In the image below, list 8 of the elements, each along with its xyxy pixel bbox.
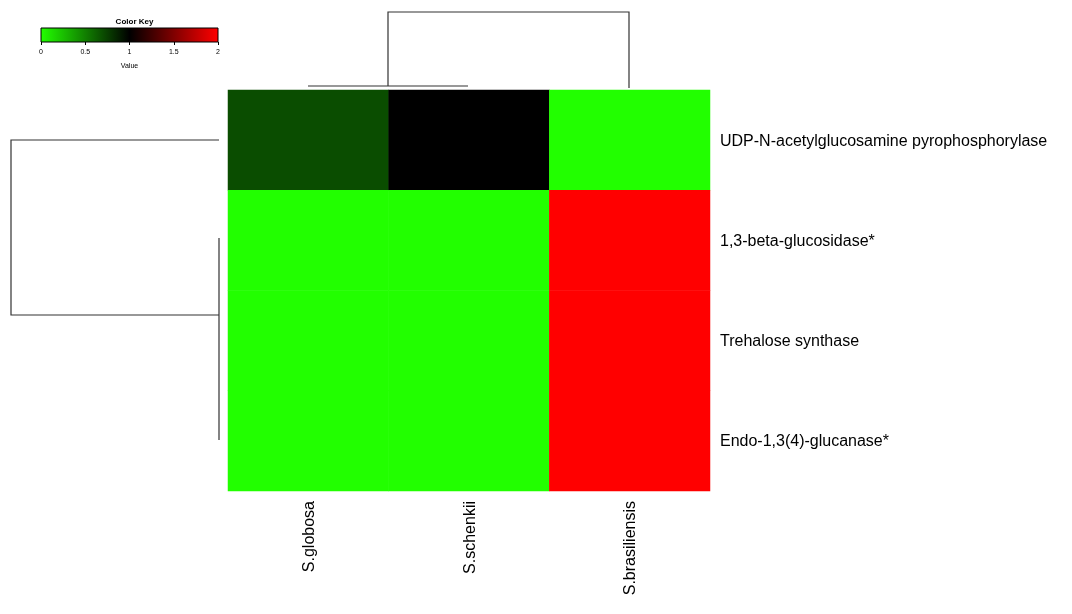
x-tick-label: S.globosa: [299, 500, 317, 573]
y-tick-label: Endo-1,3(4)-glucanase*: [720, 432, 889, 450]
x-tick-label: S.brasiliensis: [621, 501, 639, 596]
y-tick-label: UDP-N-acetylglucosamine pyrophosphorylase: [720, 131, 1048, 149]
y-tick-label: 1,3-beta-glucosidase*: [720, 231, 875, 249]
y-tick-label: Trehalose synthase: [720, 332, 860, 350]
x-tick-label: S.schenkii: [460, 501, 478, 574]
text: Color Key: [115, 16, 154, 26]
